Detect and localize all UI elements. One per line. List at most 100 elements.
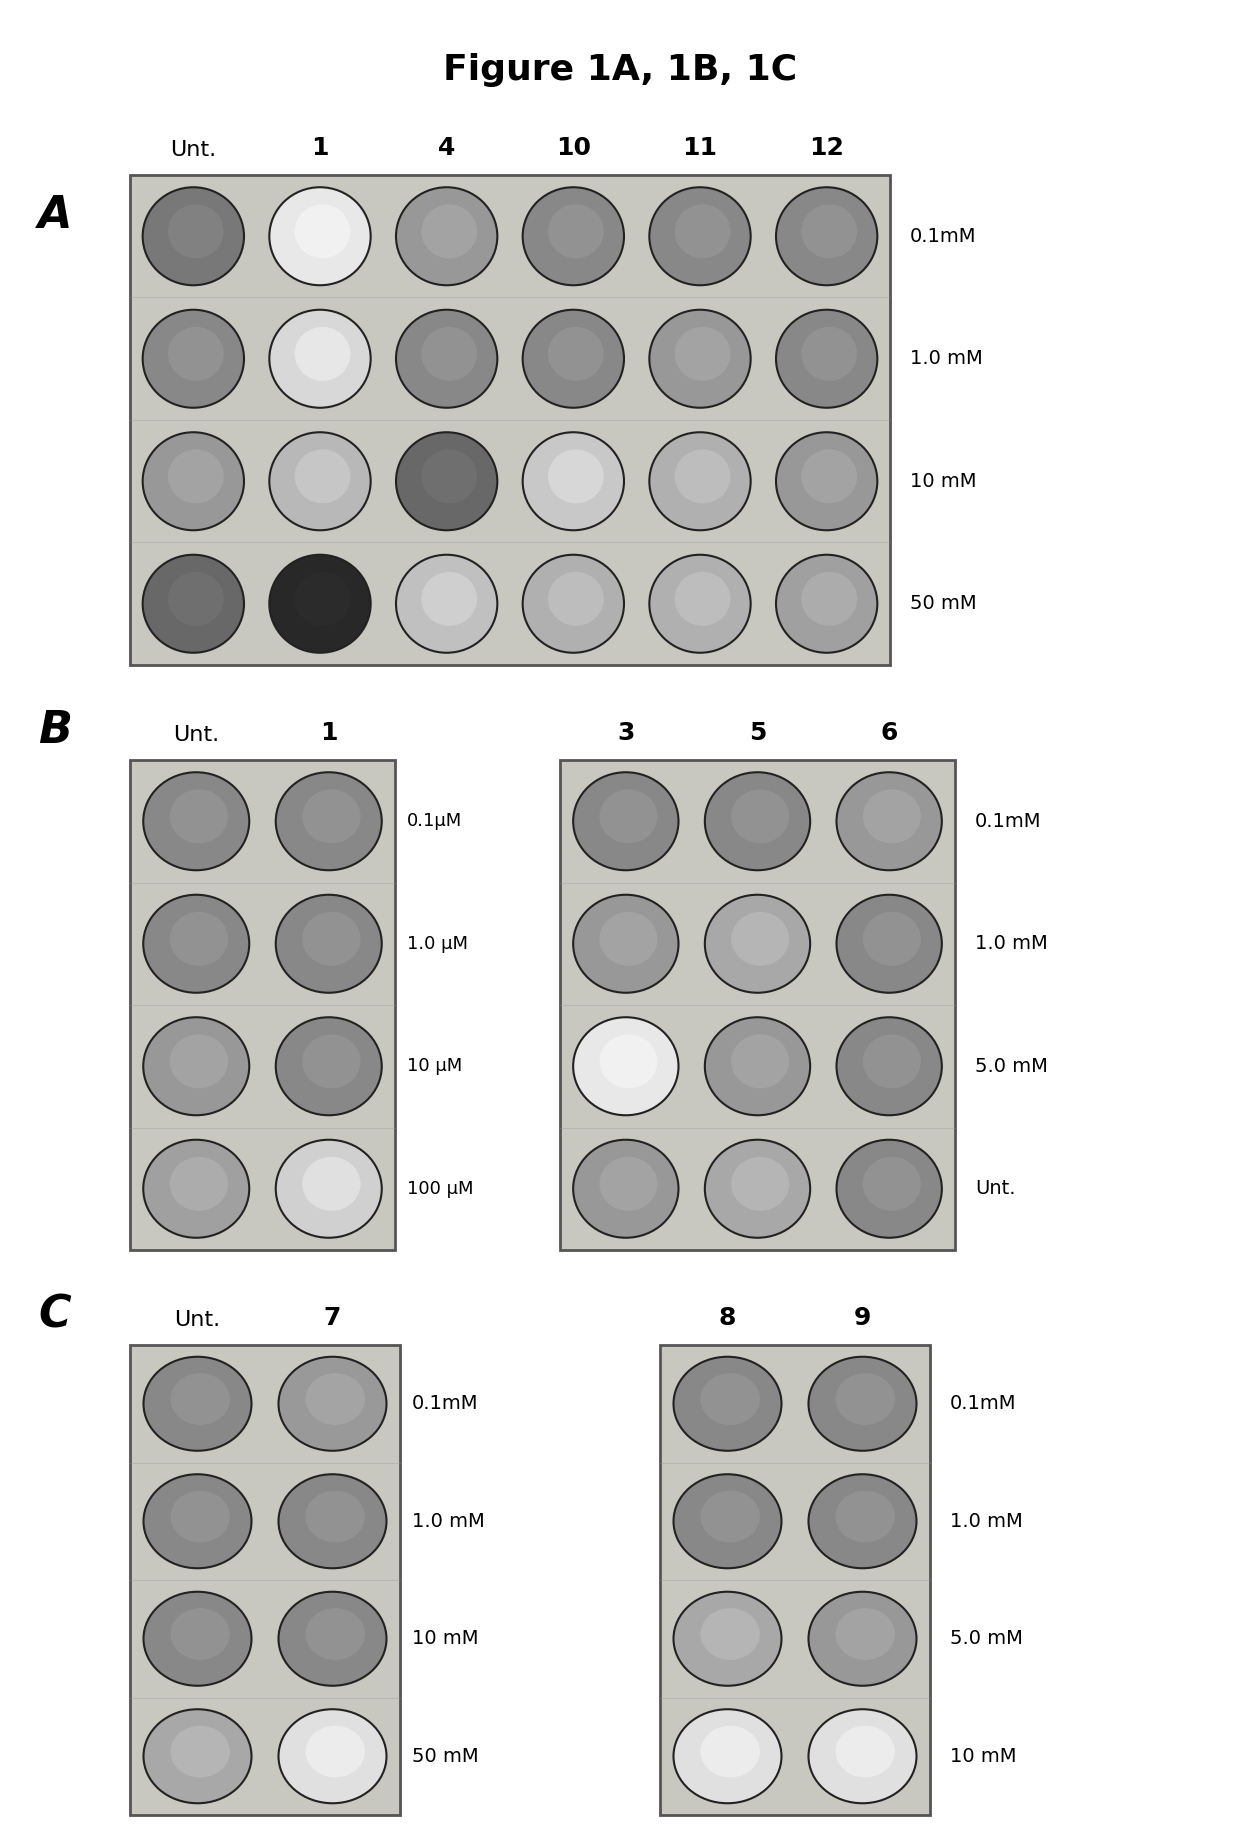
Text: Unt.: Unt.	[174, 726, 219, 744]
Ellipse shape	[673, 1358, 781, 1451]
Ellipse shape	[863, 1035, 921, 1089]
Ellipse shape	[801, 571, 857, 626]
Ellipse shape	[170, 1157, 228, 1210]
Text: 11: 11	[682, 136, 718, 160]
Ellipse shape	[170, 790, 228, 844]
Text: 100 μM: 100 μM	[407, 1179, 474, 1197]
Ellipse shape	[523, 433, 624, 530]
Text: Unt.: Unt.	[175, 1310, 221, 1330]
Text: 1.0 mM: 1.0 mM	[412, 1512, 485, 1531]
Text: 1.0 mM: 1.0 mM	[910, 350, 983, 368]
Ellipse shape	[170, 912, 228, 965]
Ellipse shape	[704, 772, 810, 869]
Ellipse shape	[305, 1608, 365, 1660]
Ellipse shape	[170, 1035, 228, 1089]
Ellipse shape	[422, 204, 477, 258]
Ellipse shape	[167, 326, 223, 381]
Text: Unt.: Unt.	[975, 1179, 1016, 1199]
Ellipse shape	[701, 1490, 760, 1542]
Ellipse shape	[144, 1474, 252, 1568]
Ellipse shape	[673, 1591, 781, 1685]
Text: A: A	[37, 193, 72, 236]
Ellipse shape	[599, 912, 657, 965]
Ellipse shape	[275, 1017, 382, 1114]
Ellipse shape	[144, 1358, 252, 1451]
Ellipse shape	[171, 1490, 229, 1542]
Ellipse shape	[837, 1140, 942, 1238]
Ellipse shape	[573, 772, 678, 869]
Bar	[560, 761, 955, 1251]
Ellipse shape	[269, 554, 371, 652]
Ellipse shape	[776, 554, 878, 652]
Ellipse shape	[422, 449, 477, 503]
Ellipse shape	[837, 1017, 942, 1114]
Ellipse shape	[776, 188, 878, 286]
Text: 8: 8	[719, 1306, 737, 1330]
Text: C: C	[38, 1293, 72, 1337]
Text: 1: 1	[320, 720, 337, 744]
Ellipse shape	[801, 449, 857, 503]
Text: Unt.: Unt.	[170, 140, 217, 160]
Ellipse shape	[548, 326, 604, 381]
Ellipse shape	[776, 309, 878, 407]
Ellipse shape	[143, 554, 244, 652]
Ellipse shape	[167, 449, 223, 503]
Text: 1.0 mM: 1.0 mM	[950, 1512, 1023, 1531]
Ellipse shape	[144, 1709, 252, 1803]
Ellipse shape	[650, 309, 750, 407]
Text: 0.1mM: 0.1mM	[412, 1394, 479, 1413]
Ellipse shape	[279, 1474, 387, 1568]
Text: Figure 1A, 1B, 1C: Figure 1A, 1B, 1C	[443, 53, 797, 87]
Ellipse shape	[732, 912, 789, 965]
Ellipse shape	[801, 204, 857, 258]
Ellipse shape	[171, 1608, 229, 1660]
Ellipse shape	[808, 1591, 916, 1685]
Text: 0.1mM: 0.1mM	[975, 812, 1042, 831]
Ellipse shape	[650, 554, 750, 652]
Ellipse shape	[863, 1157, 921, 1210]
Ellipse shape	[303, 912, 361, 965]
Ellipse shape	[396, 309, 497, 407]
Ellipse shape	[548, 449, 604, 503]
Ellipse shape	[279, 1709, 387, 1803]
Text: 3: 3	[618, 720, 635, 744]
Ellipse shape	[305, 1726, 365, 1778]
Ellipse shape	[143, 188, 244, 286]
Ellipse shape	[269, 309, 371, 407]
Ellipse shape	[704, 1140, 810, 1238]
Ellipse shape	[808, 1358, 916, 1451]
Text: 0.1mM: 0.1mM	[950, 1394, 1017, 1413]
Ellipse shape	[650, 433, 750, 530]
Ellipse shape	[279, 1591, 387, 1685]
Ellipse shape	[837, 895, 942, 993]
Ellipse shape	[836, 1608, 895, 1660]
Ellipse shape	[303, 1035, 361, 1089]
Text: 10 mM: 10 mM	[412, 1630, 479, 1649]
Ellipse shape	[269, 433, 371, 530]
Ellipse shape	[144, 772, 249, 869]
Ellipse shape	[599, 1157, 657, 1210]
Text: 5.0 mM: 5.0 mM	[950, 1630, 1023, 1649]
Ellipse shape	[295, 204, 351, 258]
Text: 50 mM: 50 mM	[412, 1746, 479, 1766]
Ellipse shape	[732, 790, 789, 844]
Ellipse shape	[673, 1474, 781, 1568]
Text: 50 mM: 50 mM	[910, 595, 977, 613]
Text: 1.0 mM: 1.0 mM	[975, 934, 1048, 954]
Ellipse shape	[422, 326, 477, 381]
Ellipse shape	[303, 790, 361, 844]
Ellipse shape	[523, 188, 624, 286]
Ellipse shape	[275, 1140, 382, 1238]
Ellipse shape	[523, 554, 624, 652]
Ellipse shape	[650, 188, 750, 286]
Ellipse shape	[675, 326, 730, 381]
Text: 12: 12	[810, 136, 844, 160]
Ellipse shape	[863, 790, 921, 844]
Ellipse shape	[269, 188, 371, 286]
Ellipse shape	[523, 309, 624, 407]
Ellipse shape	[167, 204, 223, 258]
Bar	[660, 1345, 930, 1814]
Ellipse shape	[599, 790, 657, 844]
Ellipse shape	[704, 895, 810, 993]
Ellipse shape	[167, 571, 223, 626]
